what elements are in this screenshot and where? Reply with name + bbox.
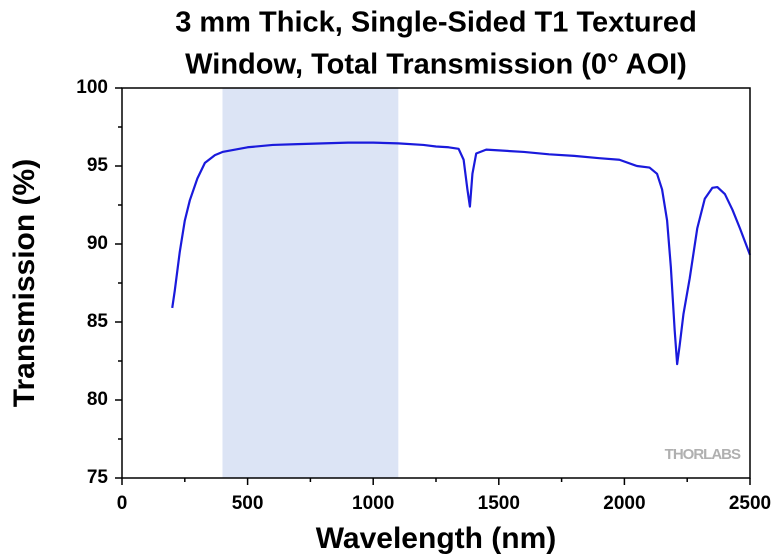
y-tick-label: 90 [87,233,108,254]
x-axis-label: Wavelength (nm) [316,522,557,555]
x-tick-label: 1000 [352,493,394,514]
y-tick-label: 100 [76,77,108,98]
x-tick-label: 1500 [478,493,520,514]
watermark: THORLABS [665,446,741,463]
x-tick-label: 0 [117,493,128,514]
chart-title: Window, Total Transmission (0° AOI) [185,49,687,81]
data-line [171,141,752,366]
x-tick-label: 2500 [729,493,771,514]
x-tick-label: 2000 [603,493,645,514]
shaded-region [222,88,399,478]
y-tick-label: 75 [87,467,109,488]
y-axis-label: Transmission (%) [8,159,41,407]
plot-frame [121,87,751,479]
y-tick-label: 80 [87,389,108,410]
y-tick-label: 95 [87,155,109,176]
x-tick-label: 500 [232,493,264,514]
chart-title: 3 mm Thick, Single-Sided T1 Textured [175,7,697,39]
y-tick-label: 85 [87,311,109,332]
